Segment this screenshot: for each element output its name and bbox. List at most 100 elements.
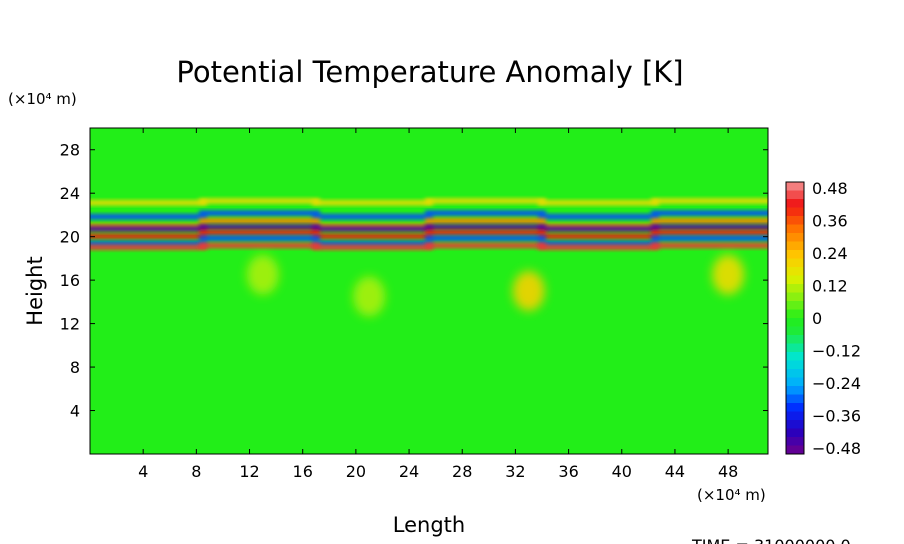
anomaly-band — [651, 198, 768, 204]
anomaly-band — [199, 198, 320, 204]
colorbar-swatch — [786, 309, 804, 319]
anomaly-band — [312, 226, 433, 232]
anomaly-band — [651, 210, 768, 216]
anomaly-band — [90, 233, 207, 239]
heatmap-background — [90, 128, 768, 454]
x-tick-label: 16 — [293, 462, 313, 481]
colorbar-label: −0.24 — [812, 374, 861, 393]
anomaly-band — [651, 218, 768, 224]
anomaly-band — [199, 243, 320, 249]
anomaly-band — [312, 214, 433, 220]
anomaly-band — [538, 241, 659, 247]
y-unit-label: (×10⁴ m) — [8, 90, 77, 108]
anomaly-band — [199, 210, 320, 216]
colorbar-label: −0.48 — [812, 439, 861, 458]
anomaly-band — [90, 244, 207, 250]
colorbar-swatch — [786, 343, 804, 353]
anomaly-band — [538, 214, 659, 220]
anomaly-band — [90, 223, 207, 229]
anomaly-band — [312, 241, 433, 247]
anomaly-band — [312, 223, 433, 229]
time-footer: TIME = 31000000.0 — [691, 536, 851, 544]
colorbar-swatch — [786, 301, 804, 310]
x-tick-label: 28 — [452, 462, 472, 481]
anomaly-band — [199, 230, 320, 236]
anomaly-band — [199, 218, 320, 224]
y-axis-ticks: 4 8 12 16 20 24 28 — [60, 141, 768, 421]
colorbar-swatch — [786, 403, 804, 412]
plot-frame — [89, 127, 769, 455]
anomaly-band — [425, 218, 546, 224]
x-tick-label: 40 — [612, 462, 632, 481]
anomaly-plume — [353, 276, 386, 317]
anomaly-band — [425, 210, 546, 216]
colorbar-swatch — [786, 377, 804, 387]
x-tick-label: 20 — [346, 462, 366, 481]
colorbar-label: 0.36 — [812, 212, 848, 231]
colorbar-swatch — [786, 411, 804, 421]
colorbar-swatch — [786, 182, 804, 191]
y-tick-label: 24 — [60, 184, 80, 203]
colorbar-label: 0 — [812, 309, 822, 328]
x-tick-label: 48 — [718, 462, 738, 481]
anomaly-band — [90, 226, 207, 232]
x-unit-label: (×10⁴ m) — [697, 486, 766, 504]
anomaly-band — [425, 198, 546, 204]
anomaly-band — [538, 233, 659, 239]
anomaly-plume — [246, 254, 279, 295]
y-tick-label: 4 — [70, 402, 80, 421]
anomaly-band — [538, 244, 659, 250]
colorbar-swatch — [786, 267, 804, 276]
colorbar-swatch — [786, 386, 804, 395]
colorbar-swatch — [786, 394, 804, 404]
colorbar-swatch — [786, 224, 804, 234]
anomaly-band — [538, 200, 659, 206]
colorbar-swatch — [786, 292, 804, 302]
x-tick-label: 8 — [191, 462, 201, 481]
y-tick-label: 8 — [70, 358, 80, 377]
anomaly-band — [90, 214, 207, 220]
anomaly-band — [90, 200, 207, 206]
colorbar-swatch — [786, 190, 804, 200]
colorbar-swatch — [786, 233, 804, 242]
y-axis-title: Height — [23, 256, 47, 325]
x-tick-label: 36 — [558, 462, 578, 481]
x-tick-label: 24 — [399, 462, 419, 481]
anomaly-band — [90, 241, 207, 247]
anomaly-band — [312, 244, 433, 250]
anomaly-plume — [512, 271, 545, 311]
colorbar-swatch — [786, 445, 804, 455]
colorbar-swatch — [786, 241, 804, 251]
colorbar-label: 0.48 — [812, 179, 848, 198]
anomaly-band — [538, 223, 659, 229]
anomaly-band — [312, 233, 433, 239]
colorbar-frame — [785, 181, 805, 455]
x-axis-ticks: 4 8 12 16 20 24 28 32 36 40 44 48 — [138, 128, 738, 481]
colorbar-swatch — [786, 207, 804, 217]
colorbar: 0.48 0.36 0.24 0.12 0 −0.12 −0.24 −0.36 −0.48 — [785, 179, 861, 458]
colorbar-label: 0.12 — [812, 277, 848, 296]
colorbar-swatch — [786, 428, 804, 438]
heatmap-plot-area — [89, 127, 769, 455]
x-tick-label: 12 — [239, 462, 259, 481]
x-tick-label: 32 — [505, 462, 525, 481]
colorbar-swatch — [786, 199, 804, 208]
colorbar-swatch — [786, 318, 804, 327]
colorbar-swatch — [786, 216, 804, 225]
anomaly-band — [425, 224, 546, 230]
x-tick-label: 4 — [138, 462, 148, 481]
colorbar-swatch — [786, 250, 804, 259]
anomaly-band — [651, 235, 768, 241]
chart-title: Potential Temperature Anomaly [K] — [176, 55, 683, 89]
y-tick-label: 16 — [60, 271, 80, 290]
anomaly-band — [651, 243, 768, 249]
anomaly-band — [651, 224, 768, 230]
anomaly-plume — [712, 254, 745, 295]
colorbar-swatch — [786, 437, 804, 446]
colorbar-swatch — [786, 326, 804, 336]
x-axis-title: Length — [393, 513, 465, 537]
anomaly-band — [425, 243, 546, 249]
anomaly-band — [199, 235, 320, 241]
x-tick-label: 44 — [665, 462, 685, 481]
